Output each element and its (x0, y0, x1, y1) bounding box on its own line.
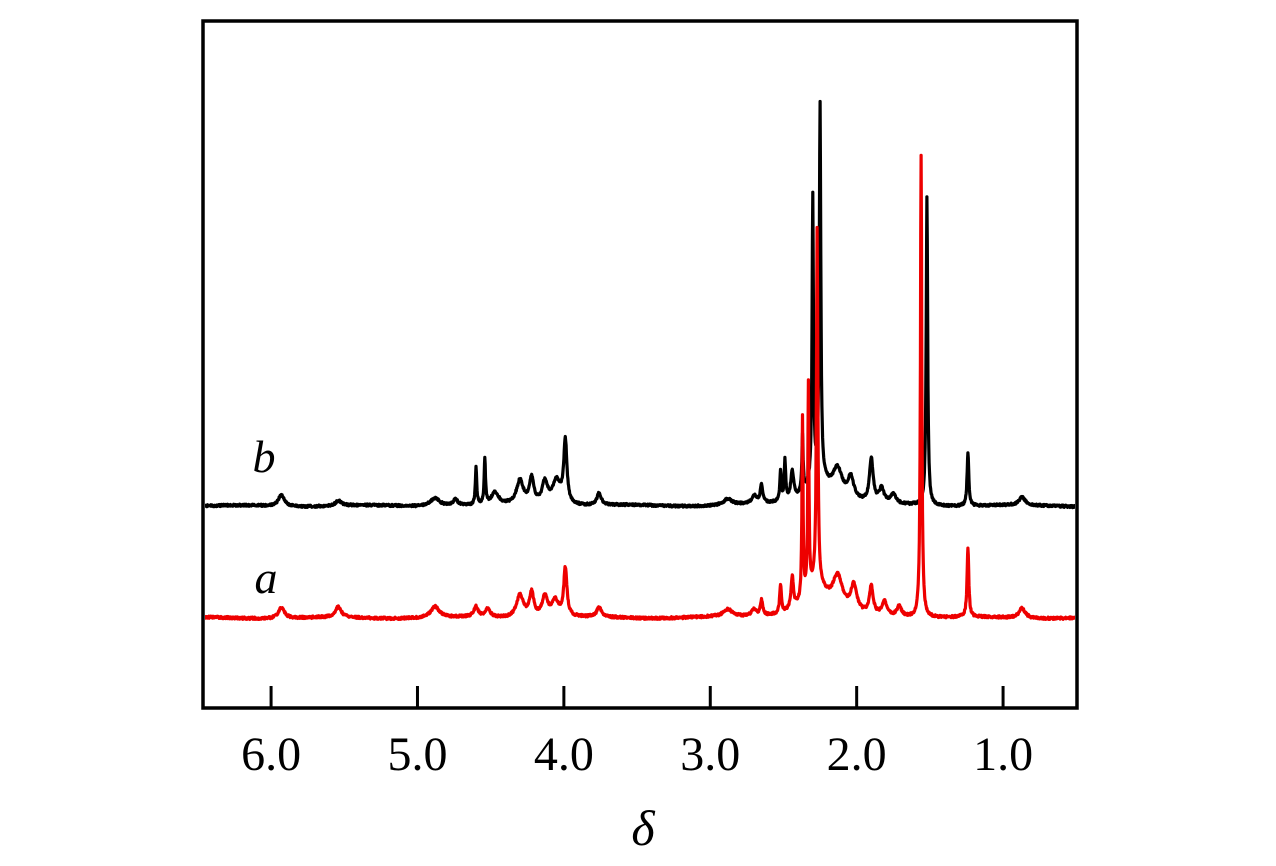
plot-border (201, 19, 1079, 710)
x-tick-label-2.0: 2.0 (827, 728, 887, 781)
trace-a (205, 153, 1075, 622)
x-tick-label-1.0: 1.0 (973, 728, 1033, 781)
x-tick-label-6.0: 6.0 (241, 728, 301, 781)
trace-label-a: a (255, 552, 278, 603)
x-axis-label: δ (631, 800, 655, 856)
x-tick-label-5.0: 5.0 (387, 728, 447, 781)
trace-label-b: b (253, 431, 276, 482)
trace-b (205, 99, 1075, 510)
x-tick-label-4.0: 4.0 (534, 728, 594, 781)
x-tick-label-3.0: 3.0 (680, 728, 740, 781)
